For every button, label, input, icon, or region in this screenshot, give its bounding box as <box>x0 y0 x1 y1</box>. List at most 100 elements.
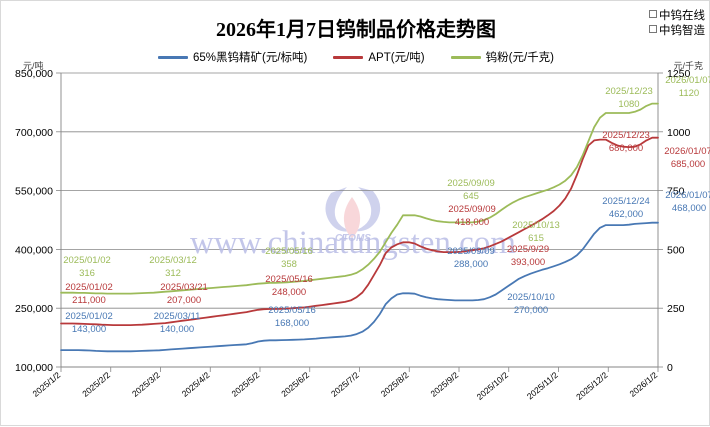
data-label-date: 2025/03/11 <box>154 311 201 322</box>
data-label: 2026/01/07 468,000 <box>665 190 710 214</box>
series-line-1 <box>60 136 659 327</box>
series-line-2 <box>60 102 659 295</box>
y2-axis-tick-label: 500 <box>667 244 685 256</box>
data-label-date: 2025/01/02 <box>63 255 111 266</box>
data-label-value: 140,000 <box>160 324 194 335</box>
brand-line-1: 中钨在线 <box>649 9 705 24</box>
x-axis-tick-label: 2025/6/2 <box>279 370 311 399</box>
data-label-date: 2025/01/02 <box>65 311 113 322</box>
data-label: 2025/09/09 288,000 <box>447 246 495 270</box>
data-label-value: 468,000 <box>672 203 706 214</box>
data-label: 2025/03/12 312 <box>149 255 197 279</box>
data-label: 2026/01/07 1120 <box>665 75 710 99</box>
data-label-value: 680,000 <box>609 143 643 154</box>
x-axis-tick-label: 2025/4/2 <box>180 370 212 399</box>
data-label: 2025/05/16 248,000 <box>265 274 313 298</box>
y-axis-tick-label: 550,000 <box>15 186 53 198</box>
x-axis-tick-label: 2025/1/2 <box>31 370 63 399</box>
x-axis-tick-label: 2025/11/2 <box>525 370 560 402</box>
data-label-value: 358 <box>281 259 297 270</box>
data-label-value: 1080 <box>618 99 639 110</box>
y-axis-tick-label: 700,000 <box>15 127 53 139</box>
data-label-value: 1120 <box>679 88 699 99</box>
x-axis-tick-label: 2025/2/2 <box>80 370 112 399</box>
data-label-date: 2025/05/16 <box>268 305 316 316</box>
page-title: 2026年1月7日钨制品价格走势图 <box>216 19 496 41</box>
series-line-0 <box>60 221 659 353</box>
data-label: 2025/09/09 645 <box>447 178 495 202</box>
data-label-value: 645 <box>463 191 479 202</box>
data-label-value: 316 <box>79 268 95 279</box>
x-axis-tick-label: 2026/1/2 <box>628 370 660 399</box>
bullet-icon <box>649 25 657 33</box>
data-label-date: 2025/09/09 <box>447 246 495 257</box>
brand-line-2: 中钨智造 <box>649 24 705 39</box>
bullet-icon <box>649 10 657 18</box>
data-label: 2025/01/02 143,000 <box>65 311 113 335</box>
data-label: 2025/10/13 615 <box>512 220 560 244</box>
data-label: 2025/03/11 140,000 <box>154 311 201 335</box>
data-label-date: 2026/01/07 <box>665 75 710 86</box>
data-label-value: 615 <box>528 233 544 244</box>
y-axis-right-title: 元/千克 <box>673 61 703 71</box>
data-label-value: 207,000 <box>167 295 201 306</box>
legend-swatch <box>450 55 481 59</box>
data-label-value: 462,000 <box>609 209 643 220</box>
legend-item-tungsten-concentrate[interactable]: 65%黑钨精矿(元/标吨) <box>158 49 307 65</box>
data-label: 2025/01/02 211,000 <box>65 282 113 306</box>
y2-axis-tick-label: 250 <box>667 303 685 315</box>
data-label-value: 168,000 <box>275 318 309 329</box>
data-label: 2025/9/29 393,000 <box>507 244 549 268</box>
data-label-value: 418,000 <box>455 217 489 228</box>
data-label-date: 2025/09/09 <box>448 204 496 215</box>
y-axis-tick-label: 100,000 <box>15 362 53 374</box>
legend-item-apt[interactable]: APT(元/吨) <box>333 49 425 65</box>
y-axis-tick-label: 250,000 <box>15 303 53 315</box>
legend-swatch <box>333 55 364 59</box>
data-label-date: 2025/01/02 <box>65 282 113 293</box>
y2-axis-tick-label: 1250 <box>667 68 691 80</box>
data-label-date: 2025/03/21 <box>160 282 208 293</box>
data-label-date: 2025/12/23 <box>602 130 650 141</box>
data-label: 2025/12/23 1080 <box>605 86 653 110</box>
data-label-date: 2026/01/07 <box>664 146 710 157</box>
watermark-url: www.chinatungsten.com <box>190 225 516 261</box>
data-label: 2025/10/10 270,000 <box>507 292 555 316</box>
data-label: 2025/12/23 680,000 <box>602 130 650 154</box>
data-label: 2025/01/02 316 <box>63 255 111 279</box>
chart-legend: 65%黑钨精矿(元/标吨) APT(元/吨) 钨粉(元/千克) <box>1 49 710 65</box>
data-label: 2025/05/16 168,000 <box>268 305 316 329</box>
data-label-value: 143,000 <box>72 324 106 335</box>
data-label-date: 2025/09/09 <box>447 178 495 189</box>
y-axis-left-title: 元/吨 <box>23 61 44 71</box>
data-label-date: 2026/01/07 <box>665 190 710 201</box>
x-axis-tick-label: 2025/8/2 <box>379 370 411 399</box>
data-label-date: 2025/10/10 <box>507 292 555 303</box>
y2-axis-tick-label: 750 <box>667 186 685 198</box>
data-label-date: 2025/05/16 <box>265 246 313 257</box>
x-axis-tick-label: 2025/7/2 <box>329 370 361 399</box>
x-axis-tick-label: 2025/9/2 <box>429 370 461 399</box>
legend-label: APT(元/吨) <box>368 52 425 64</box>
data-label: 2026/01/07 685,000 <box>664 146 710 170</box>
legend-label: 65%黑钨精矿(元/标吨) <box>193 52 308 64</box>
x-axis-tick-label: 2025/12/2 <box>574 370 610 402</box>
brand-logos: 中钨在线 中钨智造 <box>649 9 705 39</box>
y2-axis-tick-label: 0 <box>667 362 673 374</box>
y-axis-tick-label: 400,000 <box>15 244 53 256</box>
y2-axis-tick-label: 1000 <box>667 127 691 139</box>
data-label: 2025/12/24 462,000 <box>602 196 650 220</box>
watermark-logo-text: CTOMS <box>335 233 371 244</box>
x-axis-tick-label: 2025/5/2 <box>230 370 262 399</box>
legend-item-tungsten-powder[interactable]: 钨粉(元/千克) <box>450 49 554 65</box>
x-axis-tick-label: 2025/3/2 <box>130 370 162 399</box>
data-label-value: 288,000 <box>454 259 488 270</box>
data-label-date: 2025/05/16 <box>265 274 313 285</box>
watermark-logo: CTOMS <box>325 187 381 244</box>
data-label-value: 248,000 <box>272 287 306 298</box>
data-label-value: 685,000 <box>671 159 705 170</box>
data-label-date: 2025/12/23 <box>605 86 653 97</box>
data-label-date: 2025/12/24 <box>602 196 650 207</box>
